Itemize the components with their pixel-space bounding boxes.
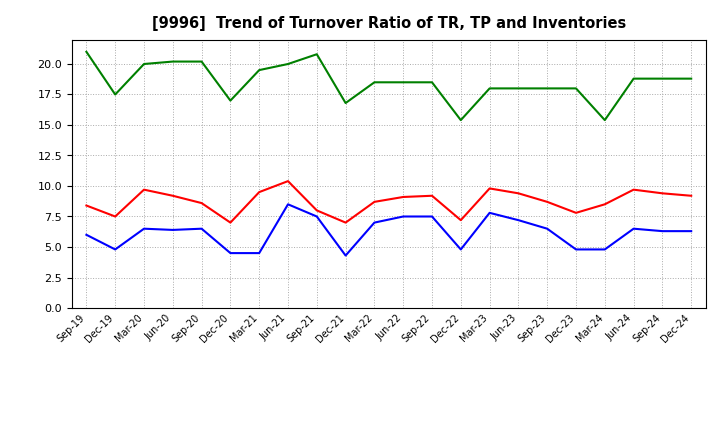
Trade Payables xyxy=(600,247,609,252)
Trade Receivables xyxy=(687,193,696,198)
Trade Payables xyxy=(226,250,235,256)
Inventories xyxy=(111,92,120,97)
Trade Receivables xyxy=(197,201,206,206)
Trade Payables xyxy=(687,228,696,234)
Trade Payables xyxy=(428,214,436,219)
Trade Receivables xyxy=(341,220,350,225)
Trade Payables xyxy=(284,202,292,207)
Trade Receivables xyxy=(226,220,235,225)
Trade Receivables xyxy=(543,199,552,205)
Inventories xyxy=(140,61,148,66)
Line: Trade Payables: Trade Payables xyxy=(86,204,691,256)
Trade Payables xyxy=(370,220,379,225)
Line: Inventories: Inventories xyxy=(86,52,691,120)
Trade Payables xyxy=(399,214,408,219)
Trade Receivables xyxy=(514,191,523,196)
Trade Receivables xyxy=(111,214,120,219)
Trade Receivables xyxy=(456,217,465,223)
Inventories xyxy=(572,86,580,91)
Inventories xyxy=(456,117,465,123)
Trade Receivables xyxy=(168,193,177,198)
Inventories xyxy=(341,100,350,106)
Trade Payables xyxy=(111,247,120,252)
Trade Payables xyxy=(629,226,638,231)
Trade Receivables xyxy=(312,208,321,213)
Line: Trade Receivables: Trade Receivables xyxy=(86,181,691,223)
Trade Payables xyxy=(312,214,321,219)
Inventories xyxy=(543,86,552,91)
Inventories xyxy=(687,76,696,81)
Trade Payables xyxy=(658,228,667,234)
Inventories xyxy=(197,59,206,64)
Trade Payables xyxy=(485,210,494,216)
Trade Payables xyxy=(140,226,148,231)
Inventories xyxy=(658,76,667,81)
Inventories xyxy=(168,59,177,64)
Inventories xyxy=(600,117,609,123)
Inventories xyxy=(226,98,235,103)
Trade Payables xyxy=(168,227,177,233)
Trade Receivables xyxy=(572,210,580,216)
Inventories xyxy=(399,80,408,85)
Trade Receivables xyxy=(399,194,408,200)
Title: [9996]  Trend of Turnover Ratio of TR, TP and Inventories: [9996] Trend of Turnover Ratio of TR, TP… xyxy=(152,16,626,32)
Trade Payables xyxy=(514,217,523,223)
Trade Payables xyxy=(197,226,206,231)
Trade Receivables xyxy=(255,190,264,195)
Inventories xyxy=(312,51,321,57)
Trade Receivables xyxy=(140,187,148,192)
Trade Receivables xyxy=(428,193,436,198)
Inventories xyxy=(629,76,638,81)
Trade Receivables xyxy=(658,191,667,196)
Trade Payables xyxy=(543,226,552,231)
Inventories xyxy=(284,61,292,66)
Inventories xyxy=(370,80,379,85)
Trade Receivables xyxy=(370,199,379,205)
Trade Receivables xyxy=(485,186,494,191)
Inventories xyxy=(428,80,436,85)
Trade Payables xyxy=(255,250,264,256)
Trade Payables xyxy=(572,247,580,252)
Inventories xyxy=(485,86,494,91)
Trade Receivables xyxy=(284,179,292,184)
Trade Payables xyxy=(341,253,350,258)
Trade Payables xyxy=(456,247,465,252)
Inventories xyxy=(255,67,264,73)
Trade Receivables xyxy=(82,203,91,208)
Trade Receivables xyxy=(629,187,638,192)
Inventories xyxy=(514,86,523,91)
Inventories xyxy=(82,49,91,55)
Trade Receivables xyxy=(600,202,609,207)
Trade Payables xyxy=(82,232,91,238)
